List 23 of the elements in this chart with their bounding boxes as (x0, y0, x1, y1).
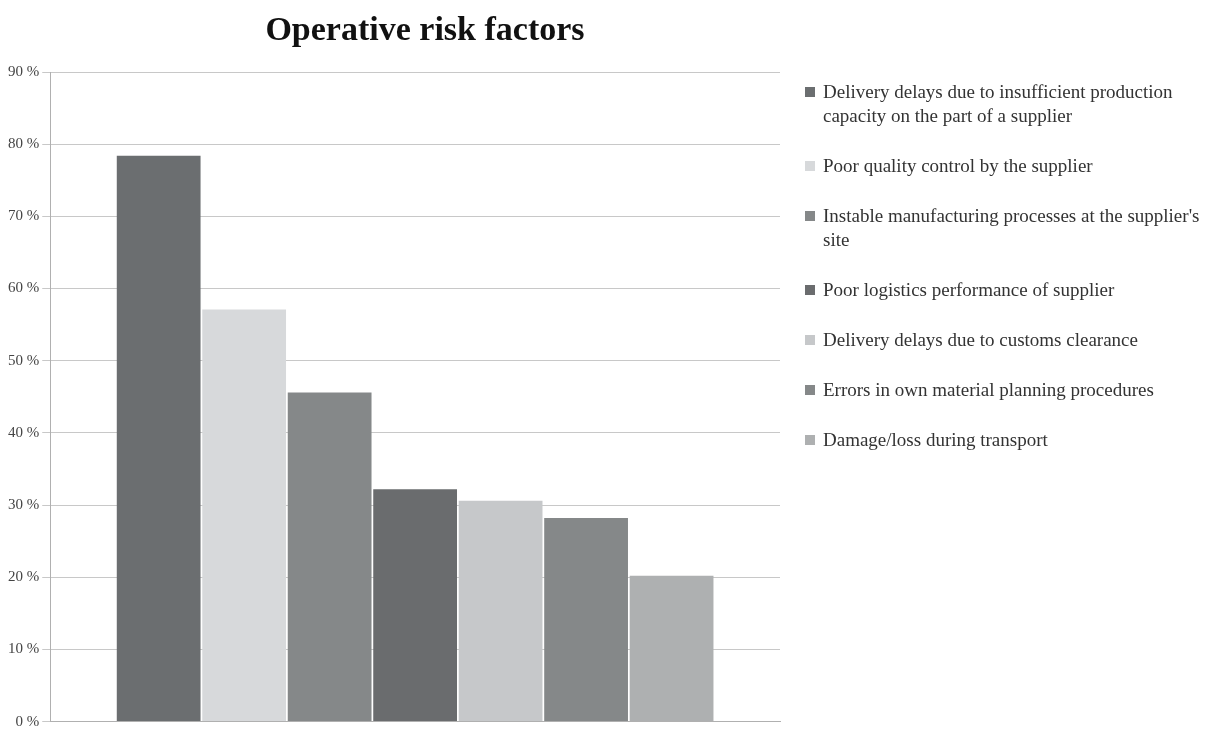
y-tick-label: 10 % (8, 640, 40, 657)
y-tick-label: 80 % (8, 135, 40, 152)
y-tick-label: 70 % (8, 207, 40, 224)
legend-label: Poor quality control by the supplier (823, 154, 1093, 178)
legend-label: Errors in own material planning procedures (823, 378, 1154, 402)
legend-label: Delivery delays due to customs clearance (823, 328, 1138, 352)
legend-label: Instable manufacturing processes at the supplier's site (823, 204, 1200, 252)
bar (202, 309, 287, 722)
y-tick-label: 20 % (8, 568, 40, 585)
bar (373, 489, 458, 722)
y-tick-label: 30 % (8, 496, 40, 512)
y-tick-label: 40 % (8, 423, 40, 440)
legend-label: Damage/loss during transport (823, 428, 1048, 452)
legend-label: Poor logistics performance of supplier (823, 278, 1115, 302)
y-tick-label: 90 % (8, 62, 40, 79)
y-tick-label: 50 % (8, 351, 40, 368)
bar (544, 518, 628, 722)
chart-title: Operative risk factors (264, 10, 586, 48)
legend-label: Delivery delays due to insufficient production capacity on the part of a supplier (823, 80, 1174, 128)
y-tick-label: 0 % (15, 712, 40, 729)
bar (287, 392, 372, 722)
bar (116, 155, 201, 722)
y-tick-label: 60 % (8, 279, 40, 296)
